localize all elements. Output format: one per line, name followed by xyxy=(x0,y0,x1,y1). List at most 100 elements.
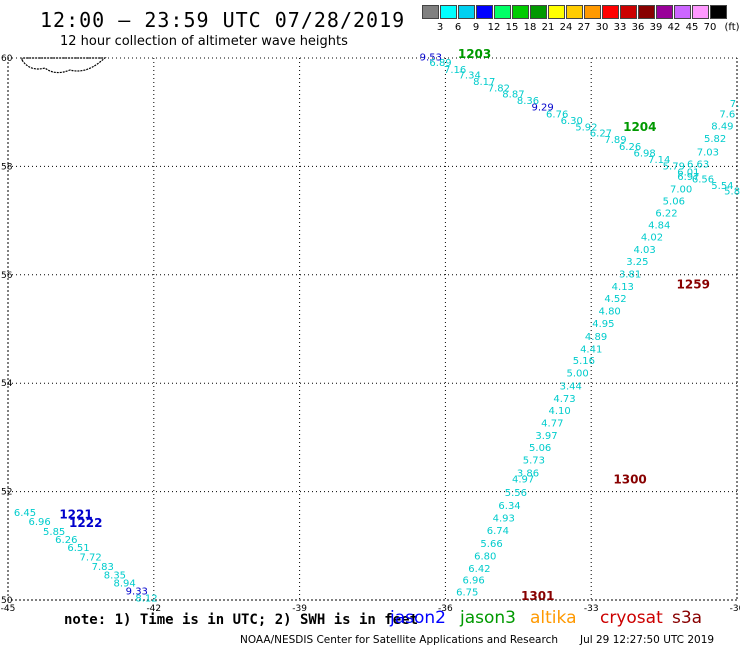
swh-value: 4.95 xyxy=(592,319,614,330)
swh-value: 7. xyxy=(730,99,740,110)
pass-time-label: 1221 xyxy=(59,508,92,522)
swh-value: 6.51 xyxy=(67,543,89,554)
swh-value: 5.92 xyxy=(575,123,597,134)
page-subtitle: 12 hour collection of altimeter wave hei… xyxy=(60,34,348,49)
legend-item-s3a: s3a xyxy=(672,608,703,628)
legend-item-jason2: jason2 xyxy=(390,608,446,628)
swh-value: 4.52 xyxy=(604,294,626,305)
swh-value: 6.34 xyxy=(498,501,520,512)
swh-value: 4.02 xyxy=(641,233,663,244)
swh-value: 6.22 xyxy=(655,208,677,219)
swh-value: 6.01 xyxy=(677,168,699,179)
swh-value: 6.63 xyxy=(687,159,709,170)
lon-tick-label: -45 xyxy=(1,604,16,614)
swh-value: 7.89 xyxy=(604,135,626,146)
swh-value: 7.6 xyxy=(719,110,735,121)
color-scale-label: 42 xyxy=(667,22,681,33)
swh-value: 4.84 xyxy=(648,221,670,232)
color-swatch xyxy=(422,5,439,19)
lat-tick-label: 60 xyxy=(1,54,13,64)
pass-time-label: 1300 xyxy=(613,472,646,486)
swh-value: 5.85 xyxy=(43,527,65,538)
swh-value: 6.42 xyxy=(468,564,490,575)
swh-value: 6.97 xyxy=(677,172,699,183)
swh-value: 3.44 xyxy=(560,382,582,393)
color-swatch xyxy=(710,5,727,19)
swh-value: 5.06 xyxy=(663,196,685,207)
swh-value: 5.06 xyxy=(529,443,551,454)
legend-item-jason3: jason3 xyxy=(460,608,516,628)
color-scale-label: 39 xyxy=(649,22,663,33)
color-scale-label: 30 xyxy=(595,22,609,33)
color-scale-label: 45 xyxy=(685,22,699,33)
lon-tick-label: -39 xyxy=(292,604,307,614)
swh-value: 7.34 xyxy=(459,71,481,82)
color-scale-label: 27 xyxy=(577,22,591,33)
color-scale-label: 9 xyxy=(472,22,480,33)
pass-time-label: 1203 xyxy=(458,47,491,61)
lat-tick-label: 56 xyxy=(1,271,13,281)
swh-value: 9.53 xyxy=(420,53,442,64)
swh-value: 6.75 xyxy=(456,588,478,599)
footer-credit: NOAA/NESDIS Center for Satellite Applica… xyxy=(240,634,558,646)
pass-time-label: 1259 xyxy=(677,277,710,291)
swh-value: 8.87 xyxy=(502,90,524,101)
swh-value: 5.54 xyxy=(711,181,733,192)
color-swatch xyxy=(458,5,475,19)
swh-value: 8.35 xyxy=(104,570,126,581)
color-scale-label: 21 xyxy=(541,22,555,33)
color-scale-label: 33 xyxy=(613,22,627,33)
swh-value: 7.14 xyxy=(648,155,670,166)
swh-value: 6.56 xyxy=(692,175,714,186)
swh-value: 4.80 xyxy=(599,306,621,317)
map-frame xyxy=(7,57,738,601)
page-title: 12:00 – 23:59 UTC 07/28/2019 xyxy=(40,8,406,32)
swh-value: 9.29 xyxy=(531,103,553,114)
swh-value: 6.30 xyxy=(561,116,583,127)
color-swatch xyxy=(692,5,709,19)
swh-value: 4.10 xyxy=(548,406,570,417)
swh-value: 7.16 xyxy=(444,65,466,76)
legend-item-altika: altika xyxy=(530,608,577,628)
color-scale-label: 3 xyxy=(436,22,444,33)
color-swatch xyxy=(566,5,583,19)
color-scale-unit: (ft) xyxy=(724,22,740,33)
color-swatch xyxy=(512,5,529,19)
swh-value: 7.83 xyxy=(92,562,114,573)
color-swatch xyxy=(584,5,601,19)
color-swatch xyxy=(620,5,637,19)
swh-value: 5.66 xyxy=(480,539,502,550)
color-swatch xyxy=(494,5,511,19)
swh-value: 6.45 xyxy=(14,508,36,519)
swh-value: 4.03 xyxy=(634,245,656,256)
swh-value: 5.16 xyxy=(573,356,595,367)
swh-value: 4.41 xyxy=(580,344,602,355)
units-note: note: 1) Time is in UTC; 2) SWH is in fe… xyxy=(64,612,419,628)
swh-value: 8.36 xyxy=(517,96,539,107)
lon-tick-label: -33 xyxy=(584,604,599,614)
color-swatch xyxy=(674,5,691,19)
lat-tick-label: 52 xyxy=(1,488,12,498)
swh-value: 6.74 xyxy=(487,526,509,537)
swh-value: 4.89 xyxy=(585,332,607,343)
pass-time-label: 1204 xyxy=(623,120,656,134)
swh-value: 6.96 xyxy=(28,517,50,528)
color-swatch xyxy=(440,5,457,19)
pass-time-label: 1301 xyxy=(521,589,554,603)
swh-value: 4.97 xyxy=(512,474,534,485)
lon-tick-label: -42 xyxy=(146,604,161,614)
swh-value: 3.97 xyxy=(535,431,557,442)
lat-tick-label: 54 xyxy=(1,379,13,389)
swh-value: 6.80 xyxy=(474,551,496,562)
swh-value: 5.56 xyxy=(505,488,527,499)
swh-value: 7.72 xyxy=(79,552,101,563)
color-scale-label: 36 xyxy=(631,22,645,33)
lon-tick-label: -36 xyxy=(438,604,453,614)
swh-value: 6.26 xyxy=(55,535,77,546)
color-scale-label: 24 xyxy=(559,22,573,33)
swh-value: 4.77 xyxy=(541,419,563,430)
swh-value: 8.94 xyxy=(114,578,136,589)
legend-item-cryosat: cryosat xyxy=(600,608,663,628)
color-scale-label: 18 xyxy=(523,22,537,33)
color-scale-label: 12 xyxy=(487,22,501,33)
